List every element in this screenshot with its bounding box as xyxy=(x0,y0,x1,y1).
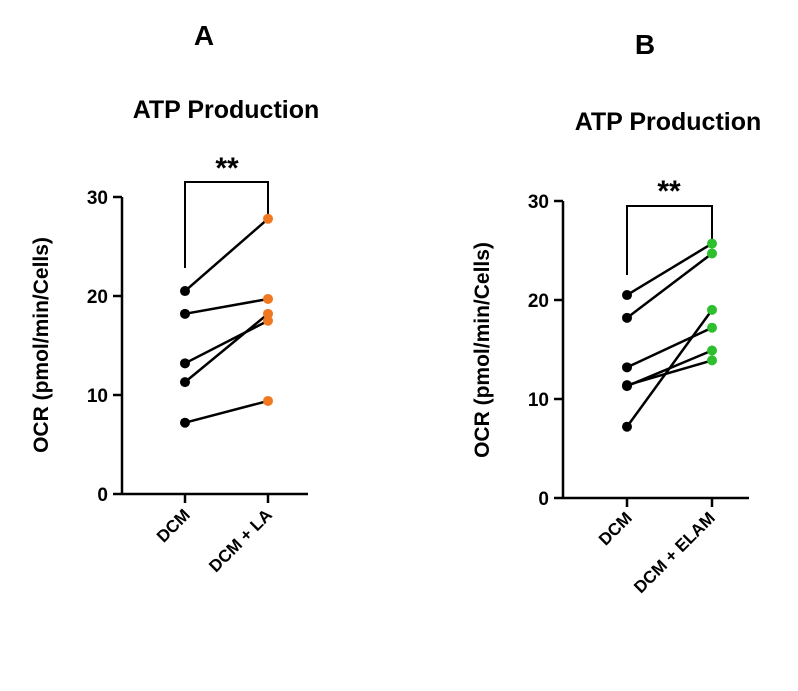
panel-b-pair-5-point-dcm xyxy=(622,380,632,391)
panel-b-pair-6-point-treated xyxy=(707,304,717,315)
panel-b-significance-label: ** xyxy=(657,175,681,208)
panel-a-pairs xyxy=(180,213,273,428)
panel-a-category-dcm-la: DCM + LA xyxy=(205,505,276,576)
panel-b-category-labels: DCM DCM + ELAM xyxy=(595,508,719,597)
panel-a-category-labels: DCM DCM + LA xyxy=(153,505,276,576)
panel-b-pair-1-point-dcm xyxy=(622,290,632,301)
panel-a-pair-2-point-treated xyxy=(263,293,273,304)
panel-b-pair-5-point-treated xyxy=(707,355,717,366)
panel-a-significance-bracket xyxy=(184,181,269,268)
panel-b-y-tick-label-10: 10 xyxy=(528,390,549,411)
panel-a-pair-3-point-treated xyxy=(263,315,273,326)
panel-b-pair-2-point-treated xyxy=(707,248,717,259)
panel-a-pair-2-point-dcm xyxy=(180,308,190,319)
panel-a-pair-4-point-treated xyxy=(263,308,273,319)
panel-a-bracket-path xyxy=(184,181,269,268)
panel-b-y-tick-label-20: 20 xyxy=(528,291,549,312)
panel-a-significance-label: ** xyxy=(215,152,239,185)
panel-a: A ATP Production OCR (pmol/min/Cells) 0 1… xyxy=(30,20,319,576)
panel-b-category-dcm-elam: DCM + ELAM xyxy=(630,508,719,597)
panel-b-pair-3-line xyxy=(626,326,713,369)
panel-a-pair-4-line xyxy=(184,312,269,384)
panel-a-y-tick-label-30: 30 xyxy=(87,188,108,209)
panel-b-axes xyxy=(554,199,749,507)
panel-a-letter: A xyxy=(194,20,214,51)
panel-a-axes xyxy=(113,195,308,503)
panel-b-pair-6-line xyxy=(625,309,714,428)
panel-b-pairs xyxy=(622,238,717,432)
panel-a-y-tick-label-20: 20 xyxy=(87,287,108,308)
panel-b-pair-6-point-dcm xyxy=(622,421,632,432)
panel-b-pair-1-line xyxy=(626,242,713,297)
panel-b-pair-2-line xyxy=(626,252,713,319)
panel-b-pair-5-line xyxy=(626,359,713,387)
panel-a-pair-4-point-dcm xyxy=(180,377,190,388)
panel-a-pair-1-line xyxy=(184,217,269,292)
panel-b-category-dcm: DCM xyxy=(595,508,636,549)
panel-b-pair-2-point-dcm xyxy=(622,312,632,323)
panel-b-y-axis-label: OCR (pmol/min/Cells) xyxy=(471,242,494,458)
panel-b-significance-bracket xyxy=(626,205,713,275)
panel-b-pair-3-point-treated xyxy=(707,322,717,333)
panel-b-bracket-path xyxy=(626,205,713,275)
panel-a-y-axis-label: OCR (pmol/min/Cells) xyxy=(30,237,53,453)
panel-a-y-tick-label-0: 0 xyxy=(97,485,108,506)
panel-a-pair-5-point-treated xyxy=(263,395,273,406)
panel-b-pair-1-point-treated xyxy=(707,238,717,249)
panel-b-pair-3-point-dcm xyxy=(622,362,632,373)
panel-a-pair-3-point-dcm xyxy=(180,358,190,369)
panel-b: B ATP Production OCR (pmol/min/Cells) 0 1… xyxy=(471,29,761,597)
panel-a-pair-2-line xyxy=(184,297,269,316)
panel-b-tick-labels: 0 10 20 30 xyxy=(528,192,549,510)
panel-b-title: ATP Production xyxy=(575,108,762,136)
panel-b-pair-4-point-treated xyxy=(707,345,717,356)
panel-a-tick-labels: 0 10 20 30 xyxy=(87,188,108,506)
panel-a-category-dcm: DCM xyxy=(153,505,194,546)
panel-b-letter: B xyxy=(635,29,655,60)
panel-a-pair-3-line xyxy=(184,319,269,365)
panel-a-pair-5-line xyxy=(184,399,269,424)
panel-a-pair-5-point-dcm xyxy=(180,417,190,428)
panel-a-title: ATP Production xyxy=(133,96,320,124)
panel-b-y-tick-label-0: 0 xyxy=(538,489,549,510)
panel-b-y-tick-label-30: 30 xyxy=(528,192,549,213)
panel-a-pair-1-point-dcm xyxy=(180,286,190,297)
panel-a-y-tick-label-10: 10 xyxy=(87,386,108,407)
panel-a-pair-1-point-treated xyxy=(263,213,273,224)
